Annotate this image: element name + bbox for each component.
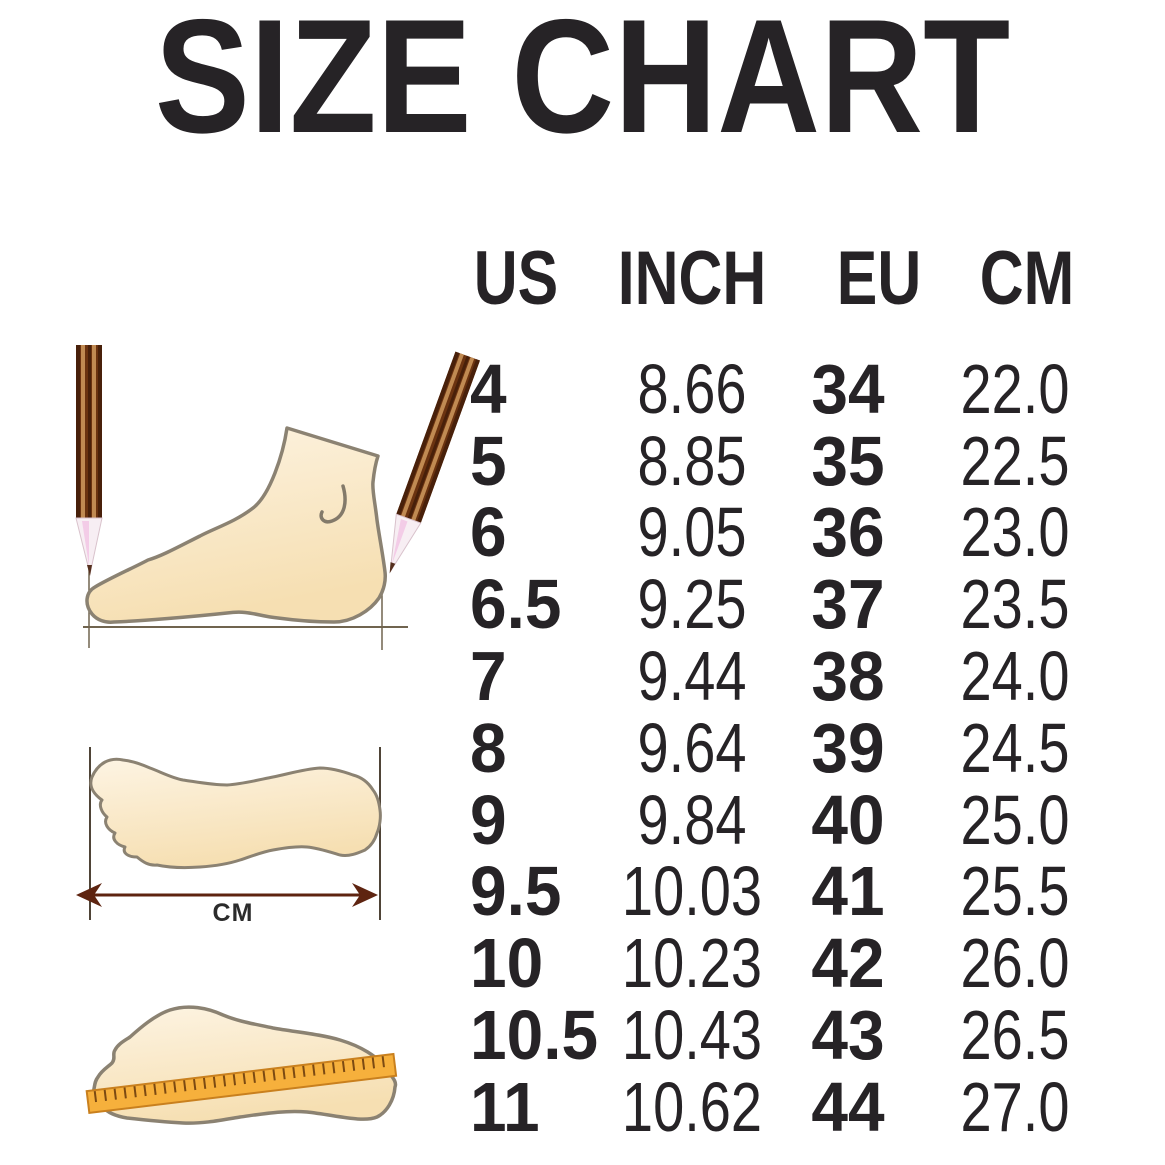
inch-size: 8.66 [637, 349, 747, 428]
measure-arrow-right-icon [352, 883, 378, 907]
table-row: 10.5 10.43 43 26.5 [440, 999, 1140, 1071]
inch-size: 9.05 [637, 493, 747, 572]
us-size: 5 [470, 421, 507, 500]
cm-size: 25.5 [960, 852, 1070, 931]
eu-size: 42 [811, 924, 885, 1003]
us-size: 9 [470, 780, 507, 859]
ankle-crease [319, 484, 347, 524]
table-body: 4 8.66 34 22.0 5 8.85 35 22.5 6 9.05 36 … [440, 353, 1140, 1143]
inch-size: 10.43 [621, 996, 763, 1075]
footprint-icon [89, 757, 382, 870]
table-row: 11 10.62 44 27.0 [440, 1071, 1140, 1143]
inch-size: 10.23 [621, 924, 763, 1003]
ruler-ticks [93, 1056, 385, 1103]
table-row: 6.5 9.25 37 23.5 [440, 568, 1140, 640]
table-row: 9.5 10.03 41 25.5 [440, 856, 1140, 928]
foot-side-icon [85, 426, 387, 624]
cm-unit-label: CM [213, 899, 254, 927]
eu-size: 34 [811, 349, 885, 428]
ruler-icon [85, 1052, 398, 1115]
cm-size: 23.0 [960, 493, 1070, 572]
table-row: 8 9.64 39 24.5 [440, 712, 1140, 784]
us-size: 9.5 [470, 852, 562, 931]
column-header-us: US [473, 236, 559, 321]
us-size: 11 [470, 1067, 540, 1146]
eu-size: 43 [811, 996, 885, 1075]
inch-size: 9.25 [637, 565, 747, 644]
inch-size: 9.64 [637, 708, 747, 787]
page-title: SIZE CHART [154, 0, 1011, 167]
cm-size: 22.0 [960, 349, 1070, 428]
pencil-icon [375, 351, 480, 579]
table-row: 5 8.85 35 22.5 [440, 425, 1140, 497]
inch-size: 9.44 [637, 637, 747, 716]
eu-size: 41 [811, 852, 885, 931]
cm-size: 24.0 [960, 637, 1070, 716]
measure-arrow-left-icon [76, 883, 102, 907]
table-row: 7 9.44 38 24.0 [440, 640, 1140, 712]
column-header-inch: INCH [617, 236, 767, 321]
eu-size: 36 [811, 493, 885, 572]
us-size: 10.5 [470, 996, 599, 1075]
cm-size: 24.5 [960, 708, 1070, 787]
inch-size: 10.03 [621, 852, 763, 931]
cm-size: 26.0 [960, 924, 1070, 1003]
us-size: 10 [470, 924, 544, 1003]
table-row: 10 10.23 42 26.0 [440, 927, 1140, 999]
inch-size: 10.62 [621, 1067, 763, 1146]
eu-size: 37 [811, 565, 885, 644]
us-size: 6.5 [470, 565, 562, 644]
us-size: 8 [470, 708, 507, 787]
eu-size: 40 [811, 780, 885, 859]
us-size: 7 [470, 637, 507, 716]
column-header-cm: CM [979, 236, 1075, 321]
cm-size: 22.5 [960, 421, 1070, 500]
table-row: 4 8.66 34 22.0 [440, 353, 1140, 425]
inch-size: 8.85 [637, 421, 747, 500]
eu-size: 35 [811, 421, 885, 500]
foot-measure-illustration [75, 344, 480, 650]
table-row: 6 9.05 36 23.0 [440, 497, 1140, 569]
cm-size: 26.5 [960, 996, 1070, 1075]
pencil-icon [75, 344, 103, 577]
size-table: US INCH EU CM 4 8.66 34 22.0 5 8.85 35 2… [440, 241, 1140, 1156]
cm-size: 27.0 [960, 1067, 1070, 1146]
footprint-length-illustration: CM [76, 747, 382, 927]
eu-size: 44 [811, 1067, 885, 1146]
eu-size: 38 [811, 637, 885, 716]
cm-size: 23.5 [960, 565, 1070, 644]
footprint-ruler-illustration [85, 1005, 398, 1125]
column-header-eu: EU [836, 236, 922, 321]
cm-size: 25.0 [960, 780, 1070, 859]
table-row: 9 9.84 40 25.0 [440, 784, 1140, 856]
inch-size: 9.84 [637, 780, 747, 859]
eu-size: 39 [811, 708, 885, 787]
us-size: 6 [470, 493, 507, 572]
